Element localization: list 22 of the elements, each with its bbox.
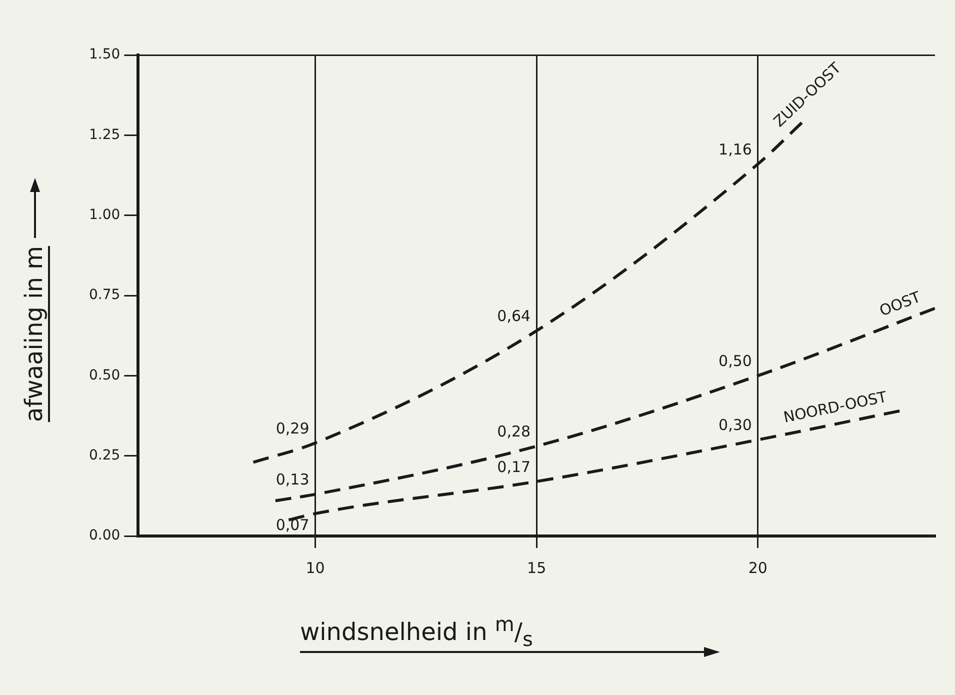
data-label: 0,07 — [276, 516, 310, 534]
data-label: 0,28 — [497, 422, 531, 441]
y-tick-label: 1.00 — [89, 206, 120, 223]
data-label: 0,64 — [497, 307, 531, 326]
y-tick-label: 0.25 — [89, 447, 120, 464]
y-tick-label: 0.50 — [89, 367, 120, 384]
y-tick-label: 1.50 — [89, 46, 120, 63]
x-tick-label: 10 — [306, 558, 325, 577]
y-axis-title: afwaaiing in m — [20, 246, 50, 422]
data-label: 0,30 — [718, 416, 752, 434]
y-tick-label: 0.75 — [89, 287, 120, 304]
text: OOST — [877, 288, 924, 320]
data-label: 1,16 — [718, 140, 752, 158]
x-tick-label: 15 — [527, 558, 546, 577]
x-axis-title: windsnelheid in $^{m}$/$_{s}$ — [300, 612, 533, 651]
data-label: 0,50 — [718, 352, 752, 370]
data-label: 0,17 — [497, 458, 531, 476]
data-label: 0,13 — [276, 470, 310, 489]
x-tick-label: 20 — [748, 558, 768, 577]
y-tick-label: 0.00 — [89, 528, 120, 544]
y-tick-label: 1.25 — [89, 126, 120, 143]
data-label: 0,29 — [276, 419, 310, 438]
